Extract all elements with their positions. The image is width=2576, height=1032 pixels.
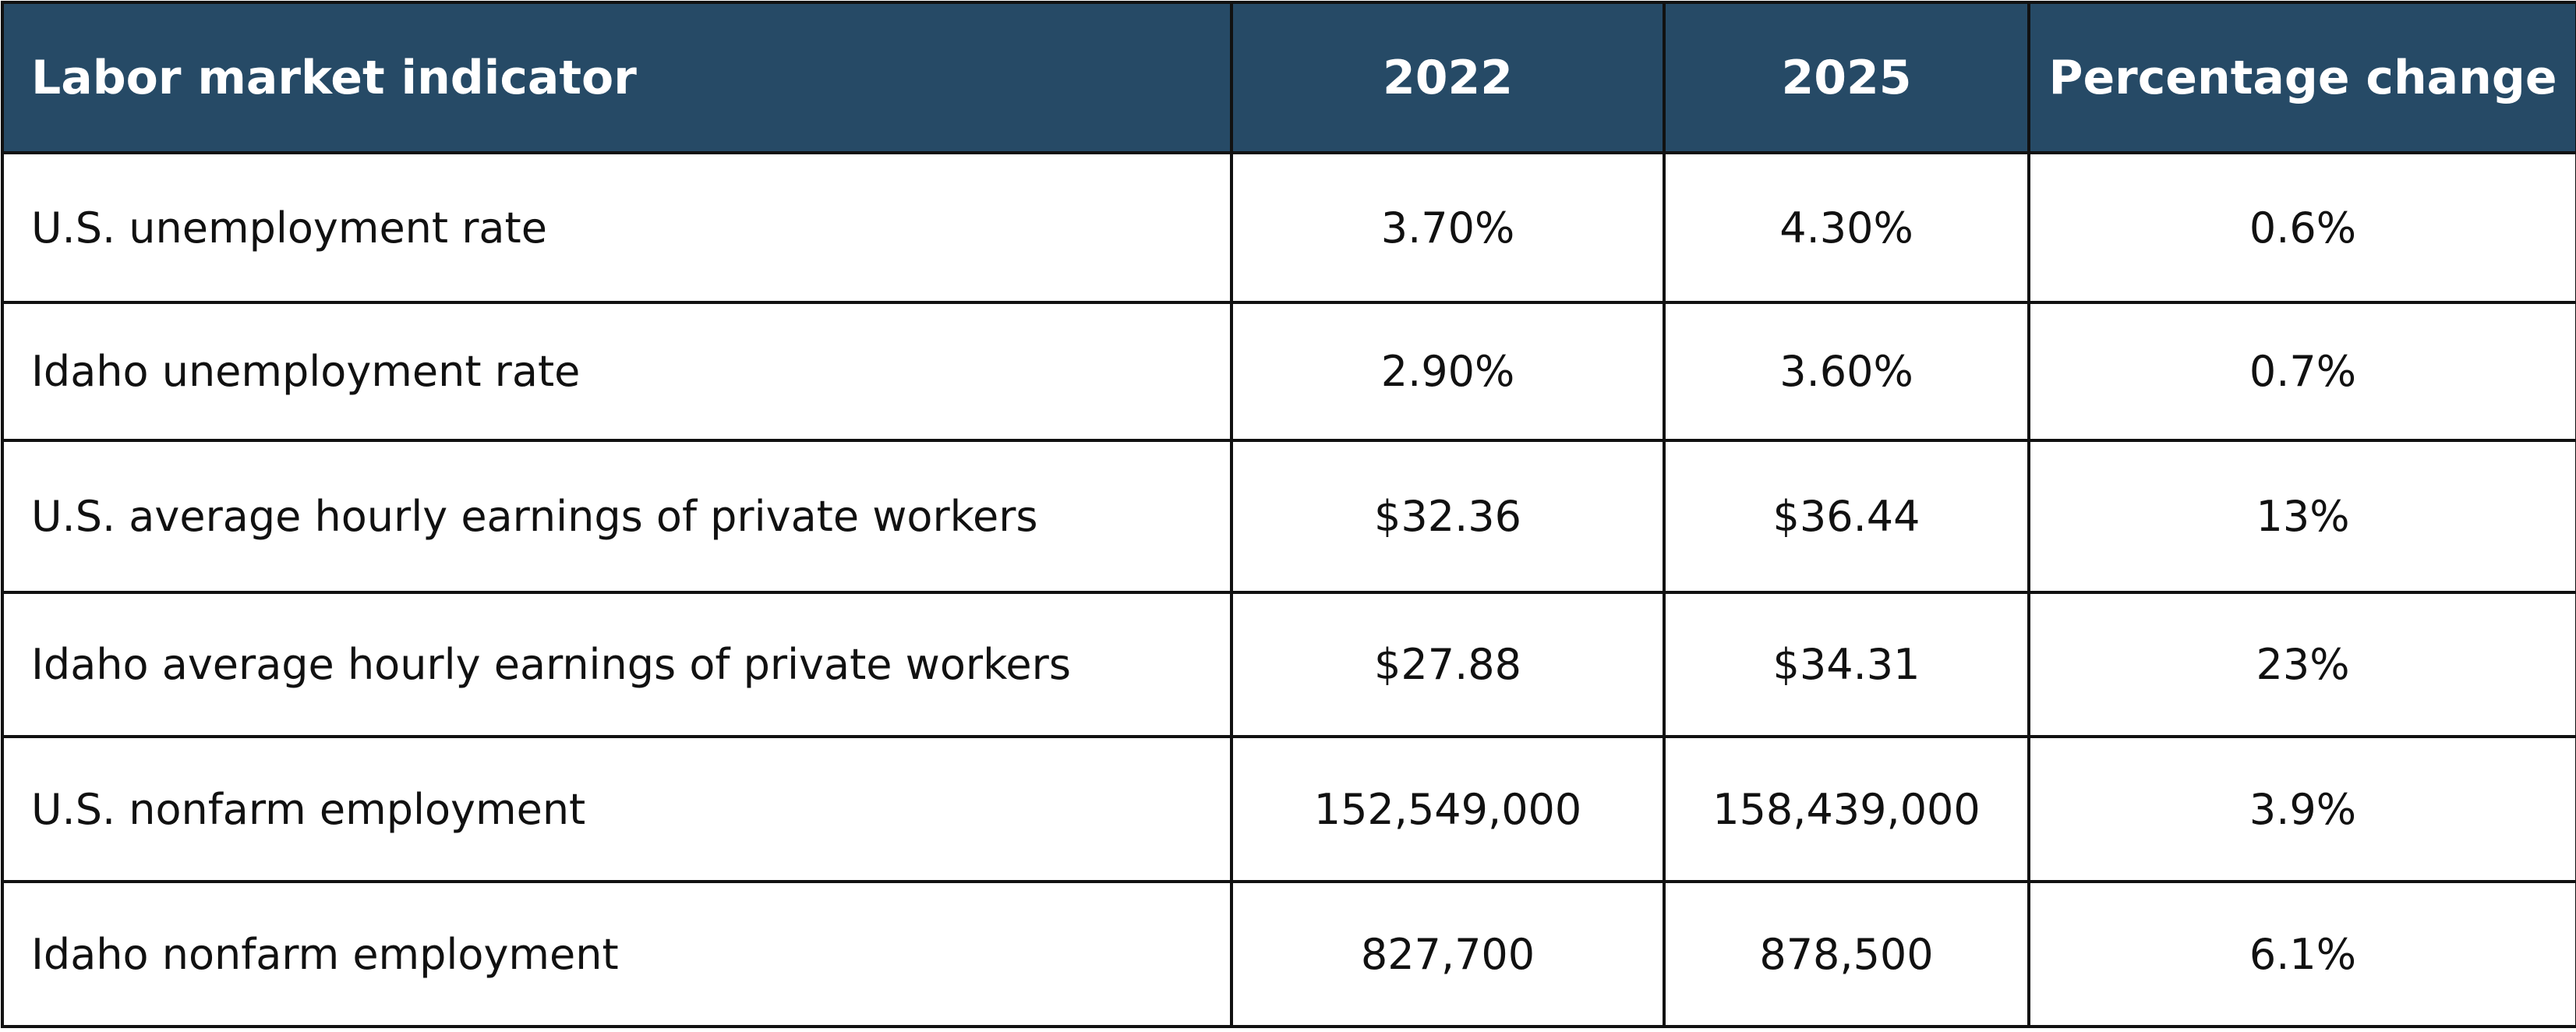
value-2022-cell: 3.70% <box>1230 151 1666 304</box>
percent-change-cell: 6.1% <box>2027 880 2576 1028</box>
percent-change-cell: 3.9% <box>2027 735 2576 883</box>
table-row: U.S. unemployment rate 3.70% 4.30% 0.6% <box>1 151 2576 304</box>
value-2025-cell: 3.60% <box>1663 301 2030 442</box>
value-2022-cell: 2.90% <box>1230 301 1666 442</box>
indicator-cell: U.S. unemployment rate <box>1 151 1233 304</box>
percent-change-cell: 23% <box>2027 591 2576 738</box>
value-2022-cell: $27.88 <box>1230 591 1666 738</box>
table-row: U.S. nonfarm employment 152,549,000 158,… <box>1 735 2576 883</box>
indicator-cell: U.S. nonfarm employment <box>1 735 1233 883</box>
indicator-cell: U.S. average hourly earnings of private … <box>1 439 1233 594</box>
header-row: Labor market indicator 2022 2025 Percent… <box>1 1 2576 154</box>
value-2022-cell: 152,549,000 <box>1230 735 1666 883</box>
percent-change-cell: 0.6% <box>2027 151 2576 304</box>
header-2022: 2022 <box>1230 1 1666 154</box>
value-2022-cell: 827,700 <box>1230 880 1666 1028</box>
value-2025-cell: 4.30% <box>1663 151 2030 304</box>
indicator-cell: Idaho unemployment rate <box>1 301 1233 442</box>
table-row: Idaho unemployment rate 2.90% 3.60% 0.7% <box>1 301 2576 442</box>
value-2025-cell: $34.31 <box>1663 591 2030 738</box>
percent-change-cell: 0.7% <box>2027 301 2576 442</box>
percent-change-cell: 13% <box>2027 439 2576 594</box>
header-indicator: Labor market indicator <box>1 1 1233 154</box>
table-row: Idaho average hourly earnings of private… <box>1 591 2576 738</box>
header-2025: 2025 <box>1663 1 2030 154</box>
value-2025-cell: 878,500 <box>1663 880 2030 1028</box>
value-2022-cell: $32.36 <box>1230 439 1666 594</box>
header-percentage-change: Percentage change <box>2027 1 2576 154</box>
indicator-cell: Idaho nonfarm employment <box>1 880 1233 1028</box>
table-body: U.S. unemployment rate 3.70% 4.30% 0.6% … <box>1 151 2576 1028</box>
value-2025-cell: $36.44 <box>1663 439 2030 594</box>
indicator-cell: Idaho average hourly earnings of private… <box>1 591 1233 738</box>
table-row: Idaho nonfarm employment 827,700 878,500… <box>1 880 2576 1028</box>
table-row: U.S. average hourly earnings of private … <box>1 439 2576 594</box>
table-header: Labor market indicator 2022 2025 Percent… <box>1 1 2576 154</box>
value-2025-cell: 158,439,000 <box>1663 735 2030 883</box>
